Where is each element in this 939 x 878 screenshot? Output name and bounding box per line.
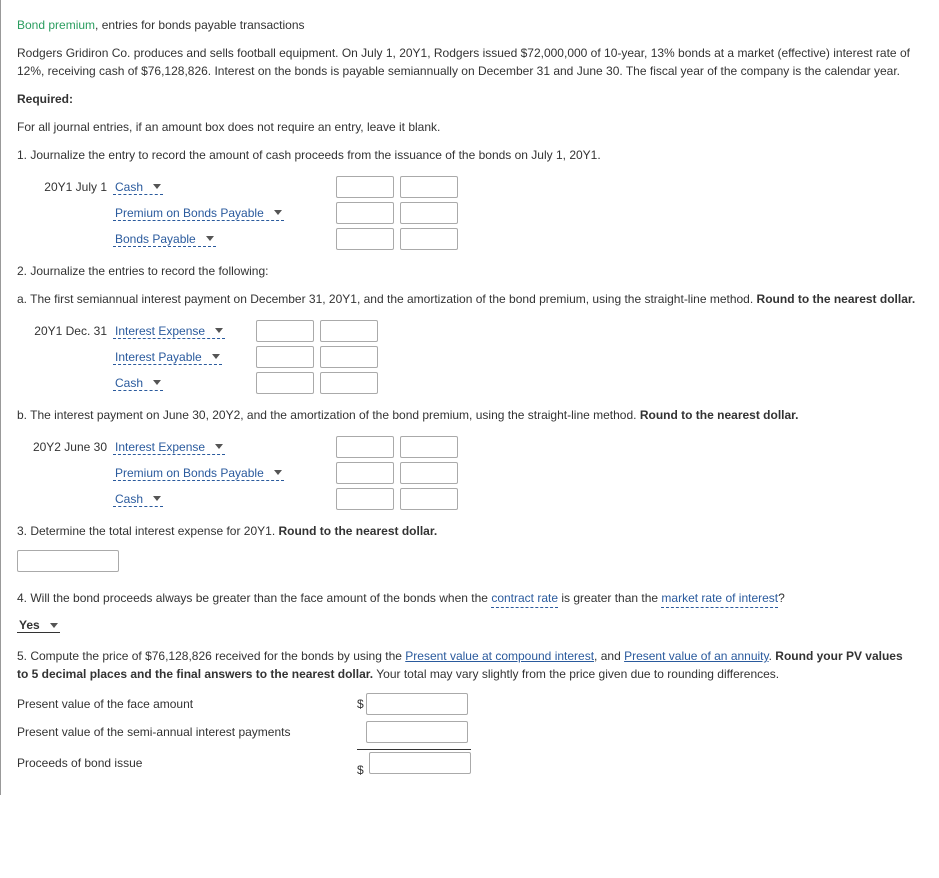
market-rate-link[interactable]: market rate of interest [661,589,778,608]
credit-input[interactable] [320,372,378,394]
chevron-down-icon [50,623,58,628]
q1-journal: 20Y1 July 1 Cash Premium on Bonds Payabl… [17,176,917,250]
q3-text: 3. Determine the total interest expense … [17,522,917,540]
debit-input[interactable] [336,488,394,510]
account-select-interest-payable[interactable]: Interest Payable [113,350,222,365]
spacer [357,725,364,739]
account-cell: Premium on Bonds Payable [113,206,333,221]
debit-input[interactable] [256,320,314,342]
debit-input[interactable] [336,462,394,484]
account-cell: Interest Expense [113,440,333,455]
q3-input[interactable] [17,550,119,572]
pv-face-label: Present value of the face amount [17,697,357,711]
q2a-journal: 20Y1 Dec. 31 Interest Expense Interest P… [17,320,917,394]
pv-compound-link[interactable]: Present value at compound interest [405,649,594,663]
chevron-down-icon [215,328,223,333]
q2a-date: 20Y1 Dec. 31 [17,324,113,338]
q5-text: 5. Compute the price of $76,128,826 rece… [17,647,917,683]
q2a-text: a. The first semiannual interest payment… [17,290,917,308]
account-cell: Interest Expense [113,324,253,339]
table-row: Cash [17,372,917,394]
page-title: Bond premium, entries for bonds payable … [17,16,917,34]
dollar-sign: $ [357,763,364,777]
table-row: Cash [17,488,917,510]
q2b-date: 20Y2 June 30 [17,440,113,454]
pv-interest-row: Present value of the semi-annual interes… [17,721,917,743]
account-select-interest-expense[interactable]: Interest Expense [113,440,225,455]
pv-proceeds-input[interactable] [369,752,471,774]
account-select-interest-expense[interactable]: Interest Expense [113,324,225,339]
table-row: 20Y1 July 1 Cash [17,176,917,198]
table-row: Bonds Payable [17,228,917,250]
q4-answer-select[interactable]: Yes [17,618,60,633]
contract-rate-link[interactable]: contract rate [491,589,558,608]
q2b-journal: 20Y2 June 30 Interest Expense Premium on… [17,436,917,510]
account-cell: Cash [113,376,253,391]
chevron-down-icon [215,444,223,449]
table-row: Interest Payable [17,346,917,368]
chevron-down-icon [153,496,161,501]
table-row: 20Y1 Dec. 31 Interest Expense [17,320,917,342]
credit-input[interactable] [400,436,458,458]
chevron-down-icon [274,470,282,475]
account-select-premium[interactable]: Premium on Bonds Payable [113,466,284,481]
credit-input[interactable] [320,320,378,342]
account-cell: Bonds Payable [113,232,333,247]
table-row: 20Y2 June 30 Interest Expense [17,436,917,458]
q2-text: 2. Journalize the entries to record the … [17,262,917,280]
q2b-text: b. The interest payment on June 30, 20Y2… [17,406,917,424]
intro-text: Rodgers Gridiron Co. produces and sells … [17,44,917,80]
credit-input[interactable] [400,228,458,250]
pv-annuity-link[interactable]: Present value of an annuity [624,649,769,663]
pv-proceeds-label: Proceeds of bond issue [17,756,357,770]
pv-face-row: Present value of the face amount $ [17,693,917,715]
table-row: Premium on Bonds Payable [17,462,917,484]
table-row: Premium on Bonds Payable [17,202,917,224]
credit-input[interactable] [400,488,458,510]
chevron-down-icon [153,184,161,189]
pv-proceeds-row: Proceeds of bond issue $ [17,749,917,777]
chevron-down-icon [153,380,161,385]
q4-text: 4. Will the bond proceeds always be grea… [17,589,917,608]
pv-interest-input[interactable] [366,721,468,743]
account-select-cash[interactable]: Cash [113,492,163,507]
account-cell: Premium on Bonds Payable [113,466,333,481]
debit-input[interactable] [256,346,314,368]
credit-input[interactable] [400,202,458,224]
debit-input[interactable] [256,372,314,394]
credit-input[interactable] [400,176,458,198]
debit-input[interactable] [336,228,394,250]
chevron-down-icon [212,354,220,359]
required-text: For all journal entries, if an amount bo… [17,118,917,136]
debit-input[interactable] [336,202,394,224]
account-cell: Interest Payable [113,350,253,365]
debit-input[interactable] [336,176,394,198]
chevron-down-icon [274,210,282,215]
pv-face-input[interactable] [366,693,468,715]
required-label: Required: [17,90,917,108]
account-select-cash[interactable]: Cash [113,180,163,195]
account-cell: Cash [113,492,333,507]
title-highlight: Bond premium [17,18,95,32]
q1-date: 20Y1 July 1 [17,180,113,194]
account-select-premium[interactable]: Premium on Bonds Payable [113,206,284,221]
account-select-cash[interactable]: Cash [113,376,163,391]
credit-input[interactable] [400,462,458,484]
credit-input[interactable] [320,346,378,368]
q1-text: 1. Journalize the entry to record the am… [17,146,917,164]
account-select-bonds-payable[interactable]: Bonds Payable [113,232,216,247]
chevron-down-icon [206,236,214,241]
pv-interest-label: Present value of the semi-annual interes… [17,725,357,739]
account-cell: Cash [113,180,333,195]
debit-input[interactable] [336,436,394,458]
title-rest: , entries for bonds payable transactions [95,18,304,32]
dollar-sign: $ [357,697,364,711]
